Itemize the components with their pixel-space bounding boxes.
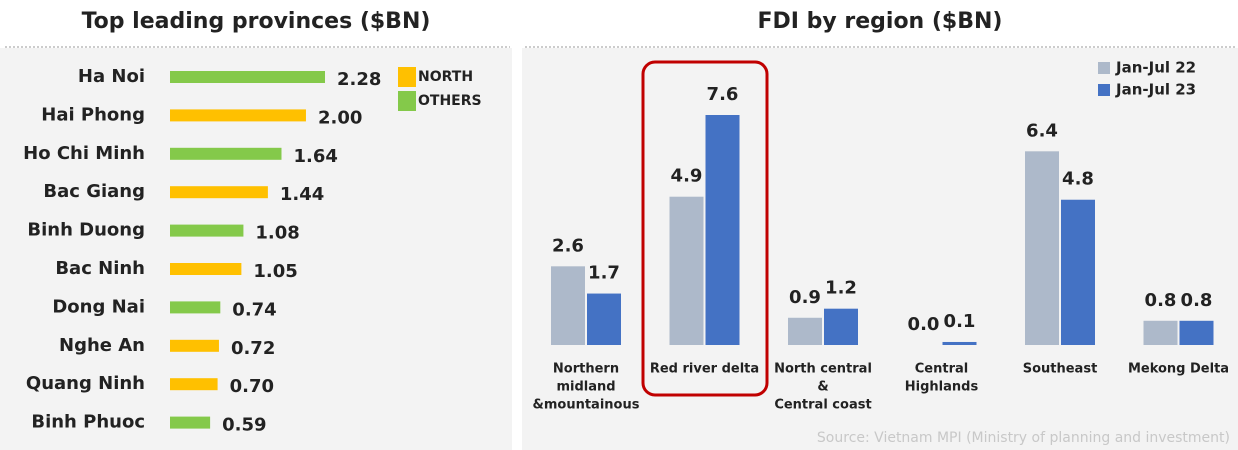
value-label: 2.28 [337,69,381,90]
value-label: 0.70 [230,376,274,397]
bar [170,147,282,160]
right-panel [522,48,1238,450]
bar [170,416,211,429]
category-label: Hai Phong [41,104,145,125]
bar [170,186,268,199]
value-label: 7.6 [707,84,739,105]
category-label: &mountainous [533,398,640,413]
chart-title: Top leading provinces ($BN) [82,9,431,34]
category-label: Bac Ninh [55,258,145,279]
bar [1025,151,1059,345]
value-label: 2.6 [552,235,584,256]
value-label: 1.05 [253,261,297,282]
bar [942,341,977,345]
value-label: 1.2 [825,278,857,299]
legend-label: NORTH [418,69,473,85]
category-label: Southeast [1023,362,1098,377]
bar [170,71,325,83]
category-label: Binh Phuoc [31,412,145,433]
category-label: midland [556,380,615,395]
category-label: Highlands [905,380,979,395]
bar [1061,199,1095,345]
value-label: 0.8 [1145,290,1177,311]
bar [170,301,221,314]
category-label: Ho Chi Minh [23,143,145,164]
source-note: Source: Vietnam MPI (Ministry of plannin… [817,430,1230,446]
value-label: 0.8 [1181,290,1213,311]
category-label: Bac Giang [43,181,145,202]
value-label: 0.0 [908,314,940,335]
value-label: 1.64 [293,146,337,167]
bar [705,115,740,345]
value-label: 0.72 [231,338,275,359]
legend-swatch [398,67,416,87]
bar [587,293,621,345]
bar [170,263,242,275]
bar [669,196,704,345]
legend-label: OTHERS [418,93,482,109]
bar [170,339,219,352]
category-label: Nghe An [59,335,145,356]
value-label: 1.08 [255,223,299,244]
category-label: Mekong Delta [1128,362,1229,377]
highlight-box [641,60,769,397]
value-label: 1.7 [588,263,620,284]
value-label: 6.4 [1026,120,1058,141]
category-label: Quang Ninh [26,373,145,394]
value-label: 0.1 [944,311,976,332]
category-label: & [817,380,828,395]
value-label: 1.44 [280,184,324,205]
bar [551,266,585,345]
value-label: 0.59 [222,415,266,436]
bar [1179,320,1214,345]
bar [170,109,306,122]
legend-label: Jan-Jul 22 [1115,59,1196,77]
legend-swatch [1098,84,1110,96]
value-label: 0.9 [789,287,821,308]
bar [170,224,244,237]
category-label: Binh Duong [27,220,145,241]
category-label: Northern [553,362,619,377]
legend-label: Jan-Jul 23 [1115,81,1196,99]
bar [788,317,822,345]
category-label: Ha Noi [78,66,145,87]
bar [1143,320,1178,345]
category-label: Central coast [774,398,871,413]
legend-swatch [1098,62,1110,74]
value-label: 4.8 [1062,169,1094,190]
value-label: 4.9 [671,166,703,187]
legend-swatch [398,91,416,111]
value-label: 2.00 [318,107,362,128]
bar [824,308,858,345]
chart-title: FDI by region ($BN) [758,9,1003,34]
category-label: North central [774,362,872,377]
category-label: Red river delta [650,362,759,377]
bar [170,378,218,391]
category-label: Central [915,362,968,377]
category-label: Dong Nai [52,296,145,317]
value-label: 0.74 [232,299,276,320]
